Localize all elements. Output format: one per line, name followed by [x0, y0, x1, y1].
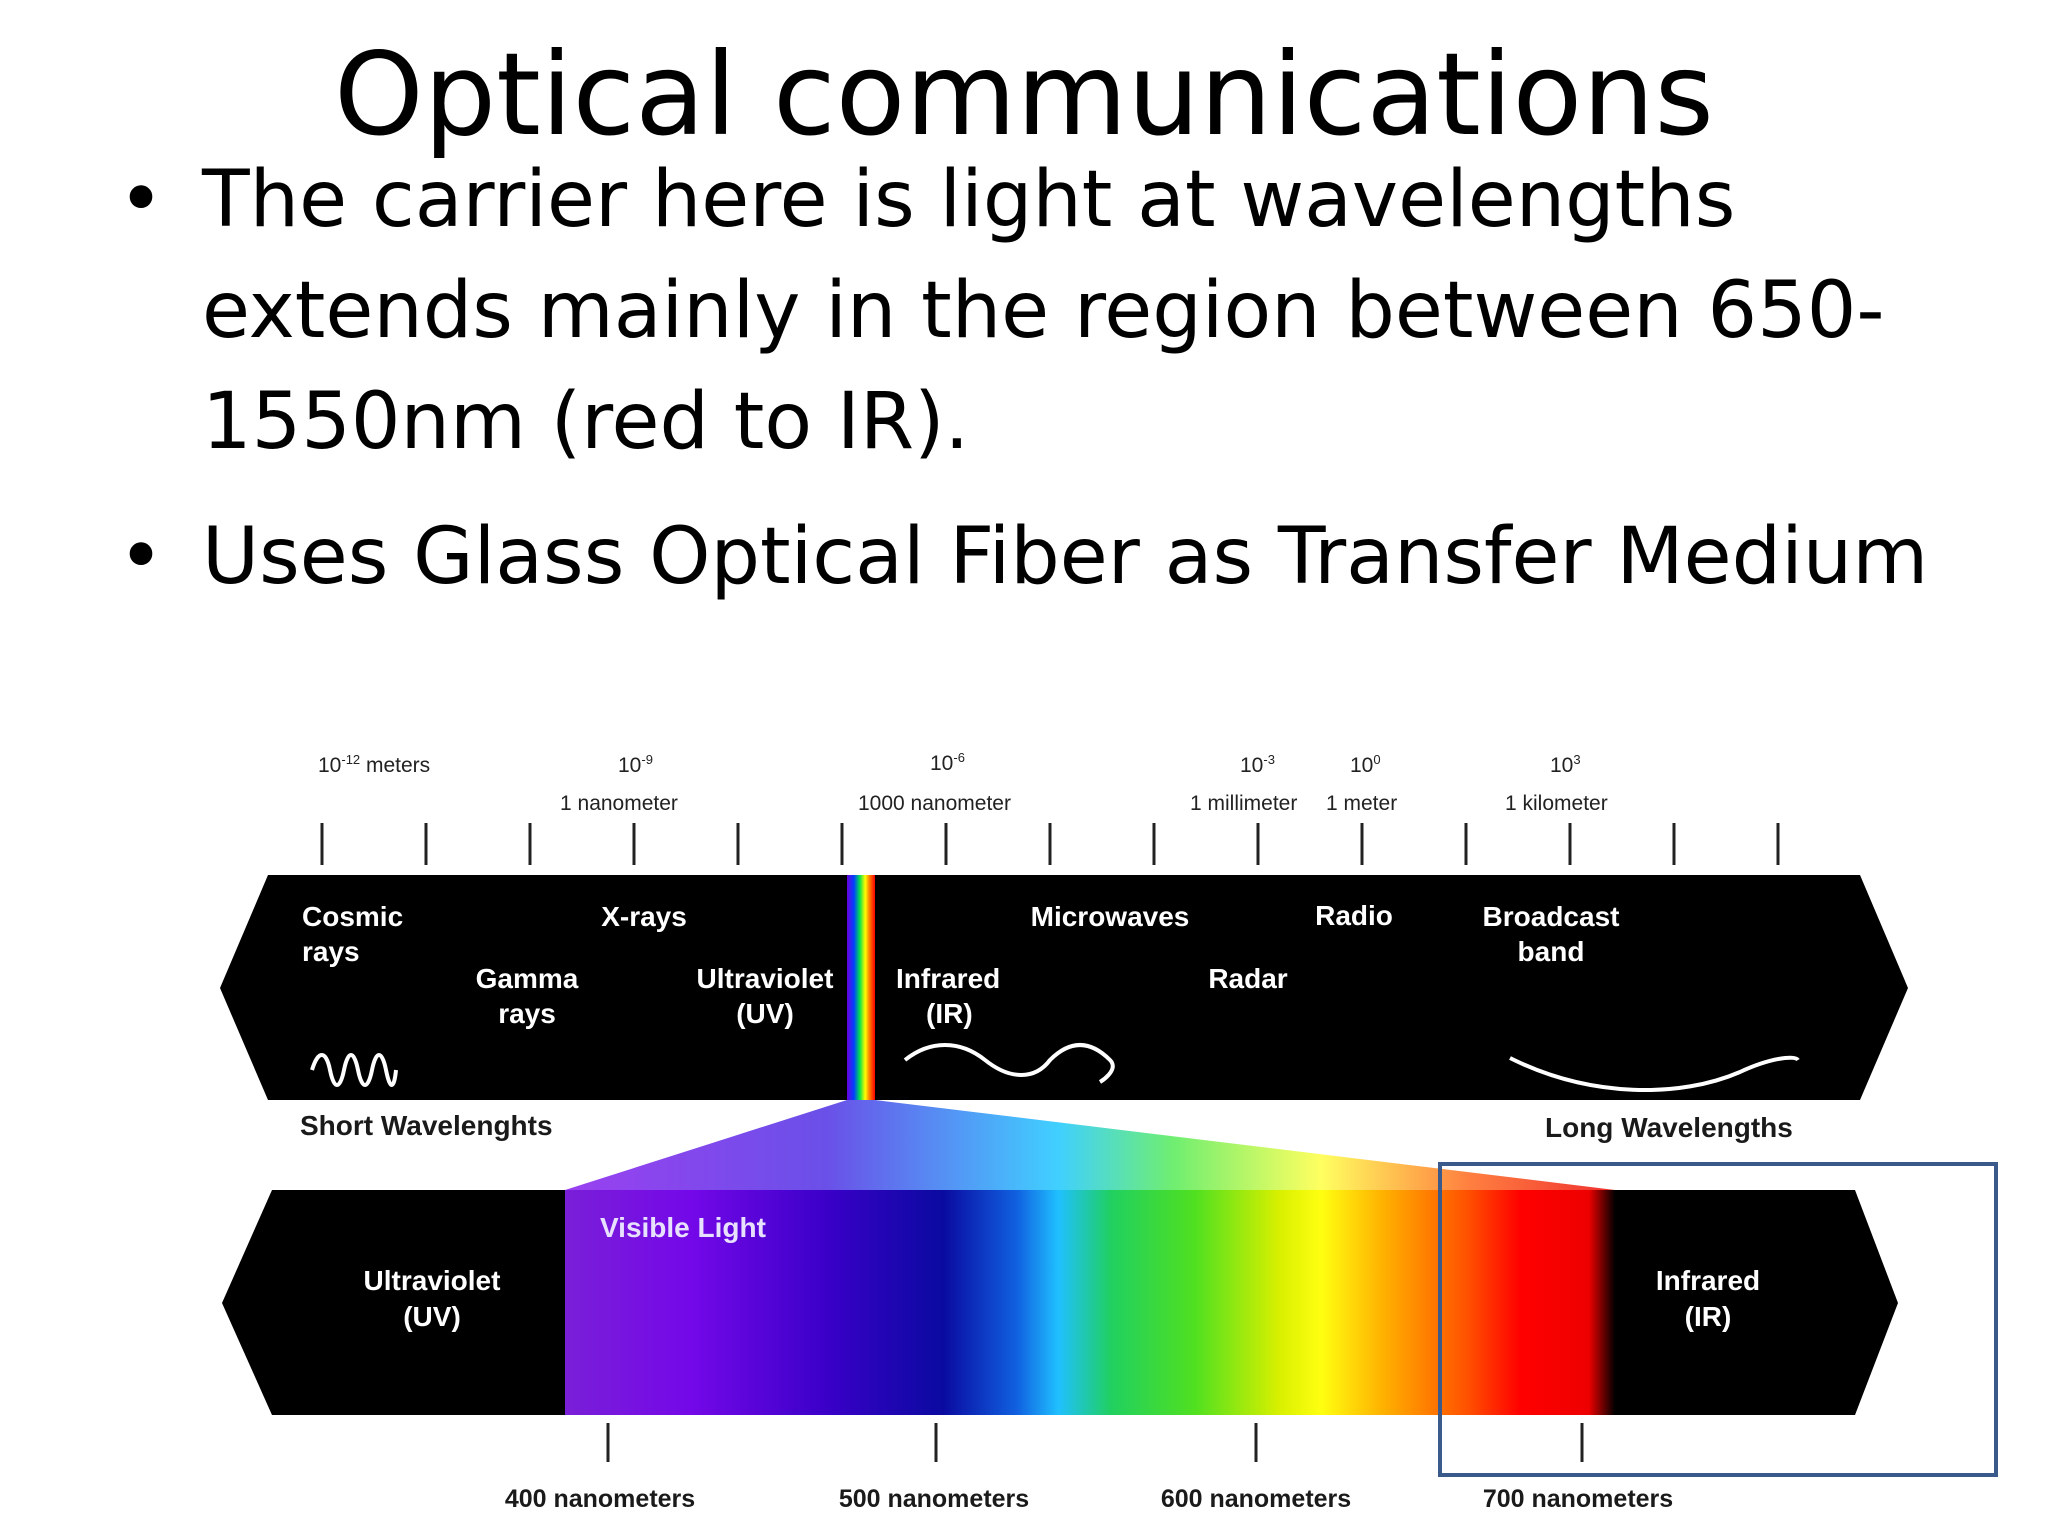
label-gamma-rays: Gamma rays	[476, 963, 579, 1029]
bullet-item-carrier: • The carrier here is light at wavelengt…	[118, 145, 1968, 478]
scale-labels: 10-12 meters 10-9 1 nanometer 10-6 1000 …	[318, 750, 1608, 815]
short-wave-icon	[310, 1053, 398, 1087]
nm-label-500: 500 nanometers	[839, 1485, 1029, 1513]
bullet-marker: •	[118, 512, 165, 602]
visible-spectrum-sliver	[847, 875, 875, 1100]
label-visible-light: Visible Light	[600, 1212, 766, 1243]
label-bottom-infrared: Infrared (IR)	[1656, 1265, 1760, 1332]
label-top-ultraviolet: Ultraviolet (UV)	[697, 963, 834, 1029]
label-top-infrared: Infrared (IR)	[896, 963, 1000, 1029]
scale-label-1e3: 103	[1550, 752, 1581, 777]
bullet-list: • The carrier here is light at wavelengt…	[118, 145, 1968, 637]
bullet-text-carrier: The carrier here is light at wavelengths…	[202, 155, 1885, 467]
long-wave-icon	[1509, 1055, 1800, 1093]
long-wavelengths-label: Long Wavelengths	[1545, 1112, 1793, 1143]
scale-ticks	[320, 823, 1780, 865]
scale-name-kilometer: 1 kilometer	[1505, 792, 1608, 815]
bullet-text-medium: Uses Glass Optical Fiber as Transfer Med…	[202, 512, 1929, 602]
scale-name-meter: 1 meter	[1326, 792, 1397, 815]
scale-label-1e-12: 10-12 meters	[318, 752, 430, 777]
scale-label-1e-6: 10-6	[930, 750, 965, 775]
scale-label-1e-3: 10-3	[1240, 752, 1275, 777]
nm-label-600: 600 nanometers	[1161, 1485, 1351, 1513]
infrared-wave-icon	[903, 1043, 1115, 1084]
label-bottom-ultraviolet: Ultraviolet (UV)	[364, 1265, 501, 1332]
scale-name-nanometer: 1 nanometer	[560, 792, 678, 815]
short-wavelengths-label: Short Wavelenghts	[300, 1110, 553, 1141]
nm-ticks	[606, 1423, 1584, 1462]
label-broadcast-band: Broadcast band	[1483, 901, 1620, 967]
scale-name-millimeter: 1 millimeter	[1190, 792, 1297, 815]
scale-label-1e0: 100	[1350, 752, 1381, 777]
scale-label-1e-9: 10-9	[618, 752, 653, 777]
slide-title: Optical communications	[334, 28, 1714, 161]
scale-name-1000nm: 1000 nanometer	[858, 792, 1011, 815]
nm-label-700: 700 nanometers	[1483, 1485, 1673, 1513]
label-microwaves: Microwaves	[1031, 901, 1190, 932]
label-radio: Radio	[1315, 900, 1393, 931]
label-radar: Radar	[1208, 963, 1287, 994]
label-x-rays: X-rays	[601, 901, 687, 932]
spectrum-fan	[565, 1100, 1615, 1190]
label-cosmic-rays: Cosmic rays	[302, 901, 403, 967]
em-spectrum-band	[220, 875, 1908, 1100]
nm-label-400: 400 nanometers	[505, 1485, 695, 1513]
bullet-item-medium: • Uses Glass Optical Fiber as Transfer M…	[118, 502, 1968, 613]
red-to-ir-highlight-box	[1438, 1162, 1998, 1477]
bullet-marker: •	[118, 155, 165, 245]
